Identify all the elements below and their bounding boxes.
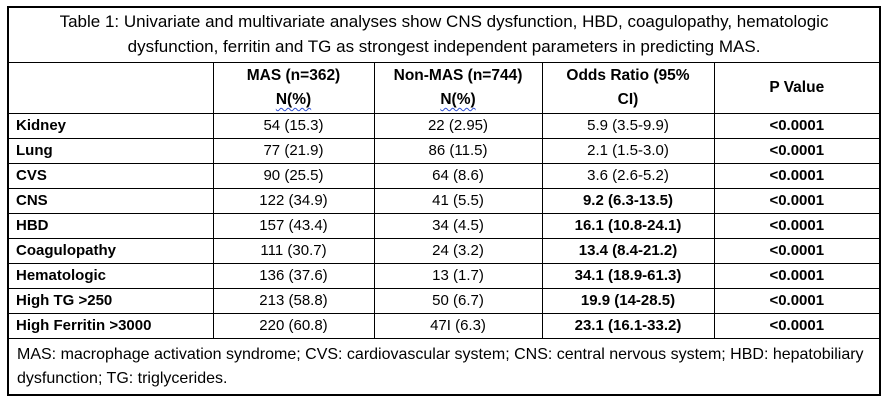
p-value-cell: <0.0001 [713,263,881,289]
mas-cell: 213 (58.8) [212,288,375,314]
non-mas-cell: 24 (3.2) [373,238,543,264]
header-non-mas-line2: N(%) [440,91,476,108]
mas-cell: 220 (60.8) [212,313,375,339]
table-row-lung: Lung 77 (21.9) 86 (11.5) 2.1 (1.5-3.0) <… [7,138,881,164]
non-mas-cell: 22 (2.95) [373,113,543,139]
row-label: Kidney [7,113,214,139]
mas-cell: 54 (15.3) [212,113,375,139]
header-odds-line1: Odds Ratio (95% [566,66,690,84]
non-mas-cell: 86 (11.5) [373,138,543,164]
header-odds-ratio: Odds Ratio (95% CI) [541,62,715,114]
table-title: Table 1: Univariate and multivariate ana… [7,6,881,63]
header-mas-line2: N(%) [275,91,312,108]
non-mas-cell: 41 (5.5) [373,188,543,214]
row-label: Lung [7,138,214,164]
row-label: Hematologic [7,263,214,289]
table-row-high-tg: High TG >250 213 (58.8) 50 (6.7) 19.9 (1… [7,288,881,314]
header-odds-line2: CI) [617,91,639,108]
non-mas-cell: 64 (8.6) [373,163,543,189]
odds-ratio-cell: 2.1 (1.5-3.0) [541,138,715,164]
odds-ratio-cell: 19.9 (14-28.5) [541,288,715,314]
table-title-row: Table 1: Univariate and multivariate ana… [7,6,881,63]
odds-ratio-cell: 34.1 (18.9-61.3) [541,263,715,289]
row-label: High Ferritin >3000 [7,313,214,339]
row-label: HBD [7,213,214,239]
p-value-cell: <0.0001 [713,313,881,339]
table-row-cns: CNS 122 (34.9) 41 (5.5) 9.2 (6.3-13.5) <… [7,188,881,214]
header-p-value: P Value [713,62,881,114]
p-value-cell: <0.0001 [713,238,881,264]
mas-cell: 157 (43.4) [212,213,375,239]
odds-ratio-cell: 5.9 (3.5-9.9) [541,113,715,139]
non-mas-cell: 13 (1.7) [373,263,543,289]
row-label: Coagulopathy [7,238,214,264]
non-mas-cell: 47I (6.3) [373,313,543,339]
odds-ratio-cell: 13.4 (8.4-21.2) [541,238,715,264]
p-value-cell: <0.0001 [713,288,881,314]
univariate-multivariate-table: Table 1: Univariate and multivariate ana… [7,6,882,396]
header-non-mas: Non-MAS (n=744) N(%) [373,62,543,114]
header-row-label [7,62,214,114]
p-value-cell: <0.0001 [713,213,881,239]
p-value-cell: <0.0001 [713,188,881,214]
mas-cell: 136 (37.6) [212,263,375,289]
table-row-hematologic: Hematologic 136 (37.6) 13 (1.7) 34.1 (18… [7,263,881,289]
p-value-cell: <0.0001 [713,163,881,189]
p-value-cell: <0.0001 [713,113,881,139]
table-row-high-ferritin: High Ferritin >3000 220 (60.8) 47I (6.3)… [7,313,881,339]
table-row-cvs: CVS 90 (25.5) 64 (8.6) 3.6 (2.6-5.2) <0.… [7,163,881,189]
table-header-row: MAS (n=362) N(%) Non-MAS (n=744) N(%) Od… [7,62,881,114]
header-mas: MAS (n=362) N(%) [212,62,375,114]
odds-ratio-cell: 23.1 (16.1-33.2) [541,313,715,339]
table-row-coagulopathy: Coagulopathy 111 (30.7) 24 (3.2) 13.4 (8… [7,238,881,264]
row-label: CVS [7,163,214,189]
header-non-mas-line1: Non-MAS (n=744) [393,66,523,84]
non-mas-cell: 50 (6.7) [373,288,543,314]
non-mas-cell: 34 (4.5) [373,213,543,239]
table-row-hbd: HBD 157 (43.4) 34 (4.5) 16.1 (10.8-24.1)… [7,213,881,239]
table-footnote-row: MAS: macrophage activation syndrome; CVS… [7,338,881,396]
header-mas-line1: MAS (n=362) [246,66,341,84]
mas-cell: 111 (30.7) [212,238,375,264]
table-row-kidney: Kidney 54 (15.3) 22 (2.95) 5.9 (3.5-9.9)… [7,113,881,139]
odds-ratio-cell: 16.1 (10.8-24.1) [541,213,715,239]
row-label: CNS [7,188,214,214]
odds-ratio-cell: 9.2 (6.3-13.5) [541,188,715,214]
mas-cell: 77 (21.9) [212,138,375,164]
p-value-cell: <0.0001 [713,138,881,164]
row-label: High TG >250 [7,288,214,314]
mas-cell: 90 (25.5) [212,163,375,189]
odds-ratio-cell: 3.6 (2.6-5.2) [541,163,715,189]
mas-cell: 122 (34.9) [212,188,375,214]
table-footnote: MAS: macrophage activation syndrome; CVS… [7,338,881,396]
